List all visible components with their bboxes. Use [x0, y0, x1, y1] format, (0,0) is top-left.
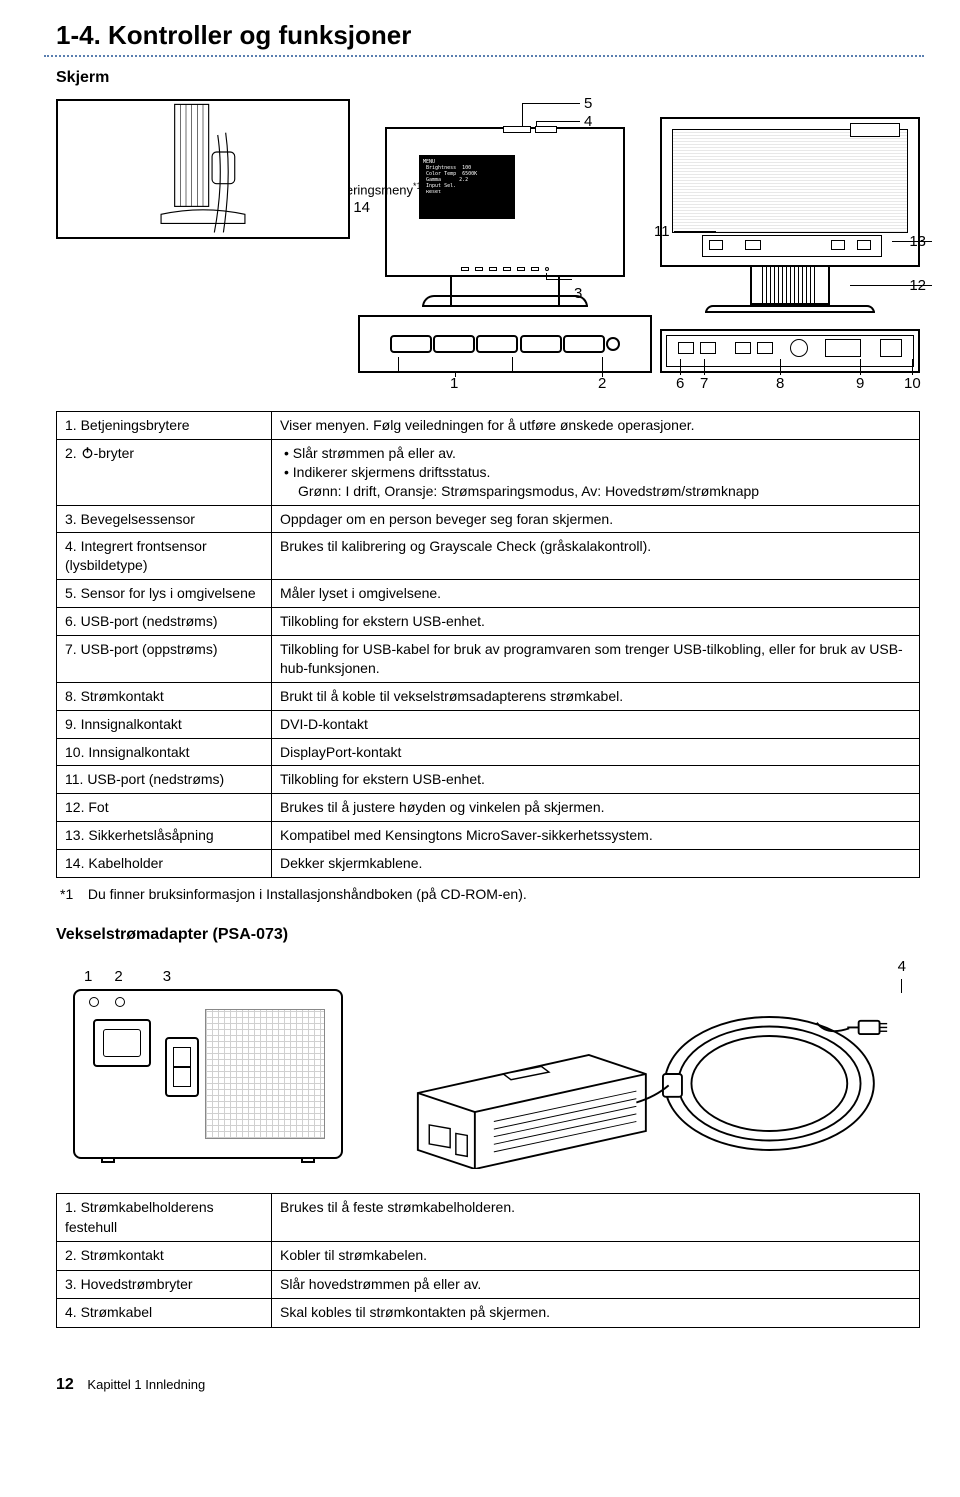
table-row: 1. Strømkabelholderens festehullBrukes t… — [57, 1194, 920, 1242]
adapter-desc-cell: Slår hovedstrømmen på eller av. — [272, 1270, 920, 1299]
footnote-marker: *1 — [60, 886, 84, 902]
adapter-label-cell: 2. Strømkontakt — [57, 1242, 272, 1271]
adapter-label-cell: 4. Strømkabel — [57, 1299, 272, 1328]
section-title: 1-4. Kontroller og funksjoner — [56, 20, 920, 51]
table-row: 13. SikkerhetslåsåpningKompatibel med Ke… — [57, 822, 920, 850]
adapter-label-cell: 1. Strømkabelholderens festehull — [57, 1194, 272, 1242]
adapter-iso-diagram — [372, 979, 920, 1169]
control-label-cell: 2. -bryter — [57, 439, 272, 505]
callout-2: 2 — [598, 375, 606, 392]
table-row: 1. BetjeningsbrytereViser menyen. Følg v… — [57, 412, 920, 440]
monitor-front-wrap: 5 4 MENU Brightness 100 Color Temp 6500K… — [358, 99, 652, 307]
adapter-callout-4: 4 — [372, 958, 906, 975]
control-desc-cell: Tilkobling for ekstern USB-enhet. — [272, 608, 920, 636]
adapter-table: 1. Strømkabelholderens festehullBrukes t… — [56, 1193, 920, 1328]
control-desc-cell: Tilkobling for USB-kabel for bruk av pro… — [272, 636, 920, 683]
control-label-cell: 14. Kabelholder — [57, 850, 272, 878]
control-desc-cell: Måler lyset i omgivelsene. — [272, 580, 920, 608]
table-row: 3. BevegelsessensorOppdager om en person… — [57, 505, 920, 533]
callout-1: 1 — [450, 375, 458, 392]
dotted-divider — [44, 55, 924, 57]
control-label-cell: 3. Bevegelsessensor — [57, 505, 272, 533]
port-bar-diagram — [660, 329, 920, 373]
table-row: 12. FotBrukes til å justere høyden og vi… — [57, 794, 920, 822]
adapter-callout-1: 1 — [84, 968, 92, 985]
adapter-callout-2: 2 — [114, 968, 122, 985]
button-bar-zoom — [358, 315, 652, 373]
table-row: 8. StrømkontaktBrukt til å koble til vek… — [57, 682, 920, 710]
table-row: 2. StrømkontaktKobler til strømkabelen. — [57, 1242, 920, 1271]
adapter-diagram-grid: 1 2 3 4 — [56, 958, 920, 1169]
control-label-cell: 9. Innsignalkontakt — [57, 710, 272, 738]
control-desc-cell: DVI-D-kontakt — [272, 710, 920, 738]
callout-6: 6 — [676, 375, 684, 392]
callout-10: 10 — [904, 375, 921, 392]
callout-11: 11 — [654, 223, 670, 240]
callout-9: 9 — [856, 375, 864, 392]
control-label-cell: 10. Innsignalkontakt — [57, 738, 272, 766]
monitor-diagram-grid: 5 4 MENU Brightness 100 Color Temp 6500K… — [56, 99, 920, 393]
subheading-skjerm: Skjerm — [56, 69, 920, 87]
table-row: 3. HovedstrømbryterSlår hovedstrømmen på… — [57, 1270, 920, 1299]
monitor-front-diagram: MENU Brightness 100 Color Temp 6500K Gam… — [385, 127, 625, 307]
footnote-text: Du finner bruksinformasjon i Installasjo… — [88, 886, 527, 902]
control-desc-cell: Viser menyen. Følg veiledningen for å ut… — [272, 412, 920, 440]
adapter-callout-3: 3 — [163, 968, 171, 985]
table-row: 11. USB-port (nedstrøms)Tilkobling for e… — [57, 766, 920, 794]
control-label-cell: 7. USB-port (oppstrøms) — [57, 636, 272, 683]
table-row: 7. USB-port (oppstrøms)Tilkobling for US… — [57, 636, 920, 683]
table-row: 5. Sensor for lys i omgivelseneMåler lys… — [57, 580, 920, 608]
control-desc-cell: Brukt til å koble til vekselstrømsadapte… — [272, 682, 920, 710]
cable-holder-diagram: 14 — [56, 99, 350, 239]
control-label-cell: 13. Sikkerhetslåsåpning — [57, 822, 272, 850]
table-row: 10. InnsignalkontaktDisplayPort-kontakt — [57, 738, 920, 766]
control-label-cell: 6. USB-port (nedstrøms) — [57, 608, 272, 636]
table-row: 2. -bryter• Slår strømmen på eller av.• … — [57, 439, 920, 505]
adapter-label-cell: 3. Hovedstrømbryter — [57, 1270, 272, 1299]
control-label-cell: 1. Betjeningsbrytere — [57, 412, 272, 440]
table-row: 9. InnsignalkontaktDVI-D-kontakt — [57, 710, 920, 738]
control-desc-cell: Brukes til kalibrering og Grayscale Chec… — [272, 533, 920, 580]
control-desc-cell: Tilkobling for ekstern USB-enhet. — [272, 766, 920, 794]
control-label-cell: 12. Fot — [57, 794, 272, 822]
control-label-cell: 5. Sensor for lys i omgivelsene — [57, 580, 272, 608]
control-label-cell: 11. USB-port (nedstrøms) — [57, 766, 272, 794]
monitor-rear-wrap: 11 13 12 — [660, 107, 920, 307]
adapter-desc-cell: Brukes til å feste strømkabelholderen. — [272, 1194, 920, 1242]
callout-3: 3 — [574, 285, 582, 302]
callout-14: 14 — [353, 199, 370, 216]
table-row: 6. USB-port (nedstrøms)Tilkobling for ek… — [57, 608, 920, 636]
control-label-cell: 4. Integrert frontsensor (lysbildetype) — [57, 533, 272, 580]
control-desc-cell: Brukes til å justere høyden og vinkelen … — [272, 794, 920, 822]
callout-7: 7 — [700, 375, 708, 392]
controls-table: 1. BetjeningsbrytereViser menyen. Følg v… — [56, 411, 920, 878]
adapter-heading: Vekselstrømadapter (PSA-073) — [56, 926, 920, 944]
table-row: 14. KabelholderDekker skjermkablene. — [57, 850, 920, 878]
adapter-front-wrap: 1 2 3 — [56, 968, 360, 1159]
table-row: 4. Integrert frontsensor (lysbildetype)B… — [57, 533, 920, 580]
monitor-rear-diagram — [660, 117, 920, 307]
control-desc-cell: Kompatibel med Kensingtons MicroSaver-si… — [272, 822, 920, 850]
adapter-iso-wrap: 4 — [372, 958, 920, 1169]
adapter-desc-cell: Skal kobles til strømkontakten på skjerm… — [272, 1299, 920, 1328]
control-desc-cell: • Slår strømmen på eller av.• Indikerer … — [272, 439, 920, 505]
callout-8: 8 — [776, 375, 784, 392]
page-number: 12 — [56, 1376, 74, 1393]
power-icon — [81, 445, 94, 461]
control-desc-cell: Dekker skjermkablene. — [272, 850, 920, 878]
port-bar-wrap: 6 7 8 9 10 — [660, 329, 920, 393]
page-footer: 12 Kapittel 1 Innledning — [56, 1376, 920, 1394]
adapter-desc-cell: Kobler til strømkabelen. — [272, 1242, 920, 1271]
button-zoom-wrap: 1 2 — [358, 315, 652, 393]
page-footer-text: Kapittel 1 Innledning — [87, 1377, 205, 1392]
callout-5: 5 — [584, 95, 592, 112]
control-desc-cell: Oppdager om en person beveger seg foran … — [272, 505, 920, 533]
table-row: 4. StrømkabelSkal kobles til strømkontak… — [57, 1299, 920, 1328]
control-desc-cell: DisplayPort-kontakt — [272, 738, 920, 766]
footnote: *1 Du finner bruksinformasjon i Installa… — [60, 886, 920, 902]
control-label-cell: 8. Strømkontakt — [57, 682, 272, 710]
adapter-front-diagram — [73, 989, 343, 1159]
